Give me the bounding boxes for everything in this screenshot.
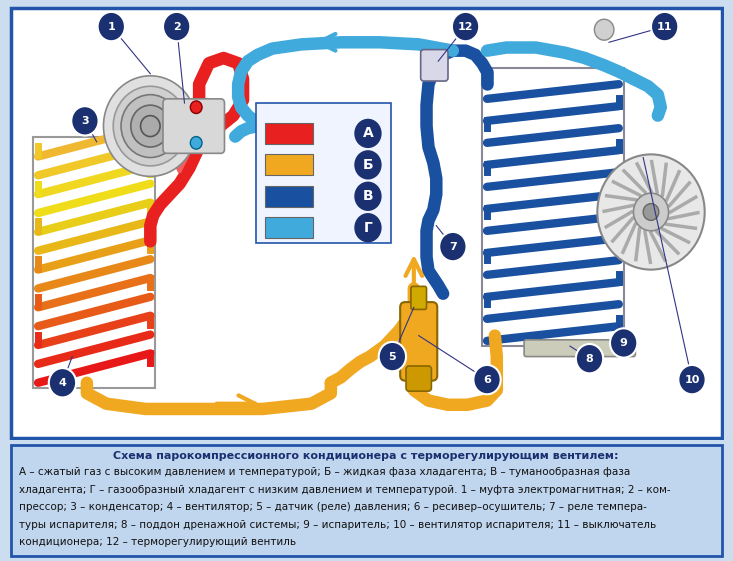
Circle shape — [113, 86, 188, 166]
Circle shape — [121, 95, 180, 158]
Circle shape — [191, 136, 202, 149]
Circle shape — [643, 204, 659, 220]
Circle shape — [49, 368, 76, 397]
Text: 3: 3 — [81, 116, 89, 126]
FancyBboxPatch shape — [163, 99, 224, 153]
FancyBboxPatch shape — [406, 366, 432, 391]
Text: прессор; 3 – конденсатор; 4 – вентилятор; 5 – датчик (реле) давления; 6 – ресиве: прессор; 3 – конденсатор; 4 – вентилятор… — [18, 502, 647, 512]
Circle shape — [354, 213, 382, 242]
Text: 4: 4 — [59, 378, 67, 388]
FancyBboxPatch shape — [265, 186, 313, 207]
Circle shape — [103, 76, 197, 176]
FancyBboxPatch shape — [265, 154, 313, 176]
Text: туры испарителя; 8 – поддон дренажной системы; 9 – испаритель; 10 – вентилятор и: туры испарителя; 8 – поддон дренажной си… — [18, 519, 656, 530]
Circle shape — [594, 19, 614, 40]
Text: хладагента; Г – газообразный хладагент с низким давлением и температурой. 1 – му: хладагента; Г – газообразный хладагент с… — [18, 485, 670, 495]
Circle shape — [97, 12, 125, 41]
Circle shape — [163, 12, 191, 41]
FancyBboxPatch shape — [256, 103, 391, 243]
Circle shape — [633, 193, 668, 231]
Circle shape — [354, 182, 382, 211]
FancyBboxPatch shape — [265, 123, 313, 144]
Circle shape — [439, 232, 466, 261]
Text: Г: Г — [364, 220, 372, 234]
FancyBboxPatch shape — [400, 302, 438, 381]
Circle shape — [452, 12, 479, 41]
Circle shape — [130, 105, 170, 147]
Circle shape — [678, 365, 706, 394]
Text: Схема парокомпрессионного кондиционера с терморегулирующим вентилем:: Схема парокомпрессионного кондиционера с… — [114, 451, 619, 461]
Text: 10: 10 — [685, 375, 700, 385]
Text: кондиционера; 12 – терморегулирующий вентиль: кондиционера; 12 – терморегулирующий вен… — [18, 537, 295, 547]
Circle shape — [354, 119, 382, 148]
FancyBboxPatch shape — [11, 445, 722, 556]
FancyBboxPatch shape — [524, 340, 636, 357]
Text: В: В — [363, 189, 373, 203]
FancyBboxPatch shape — [421, 49, 448, 81]
Circle shape — [71, 106, 98, 136]
Circle shape — [379, 342, 406, 371]
Text: 8: 8 — [586, 353, 594, 364]
Circle shape — [651, 12, 678, 41]
Text: 2: 2 — [173, 21, 180, 31]
Text: А: А — [363, 126, 373, 140]
Circle shape — [141, 116, 160, 136]
Circle shape — [191, 101, 202, 113]
Text: 9: 9 — [619, 338, 627, 348]
Text: 5: 5 — [388, 352, 396, 362]
Circle shape — [354, 150, 382, 180]
FancyBboxPatch shape — [11, 8, 722, 438]
Text: 1: 1 — [108, 21, 115, 31]
Circle shape — [576, 344, 603, 373]
Circle shape — [597, 154, 704, 270]
Text: 7: 7 — [449, 242, 457, 251]
Text: 11: 11 — [657, 21, 672, 31]
Circle shape — [610, 328, 637, 357]
Text: Б: Б — [363, 158, 373, 172]
Text: 12: 12 — [458, 21, 474, 31]
Text: А – сжатый газ с высоким давлением и температурой; Б – жидкая фаза хладагента; В: А – сжатый газ с высоким давлением и тем… — [18, 467, 630, 477]
FancyBboxPatch shape — [265, 217, 313, 238]
Circle shape — [474, 365, 501, 394]
Text: 6: 6 — [483, 375, 491, 385]
FancyBboxPatch shape — [411, 286, 427, 310]
